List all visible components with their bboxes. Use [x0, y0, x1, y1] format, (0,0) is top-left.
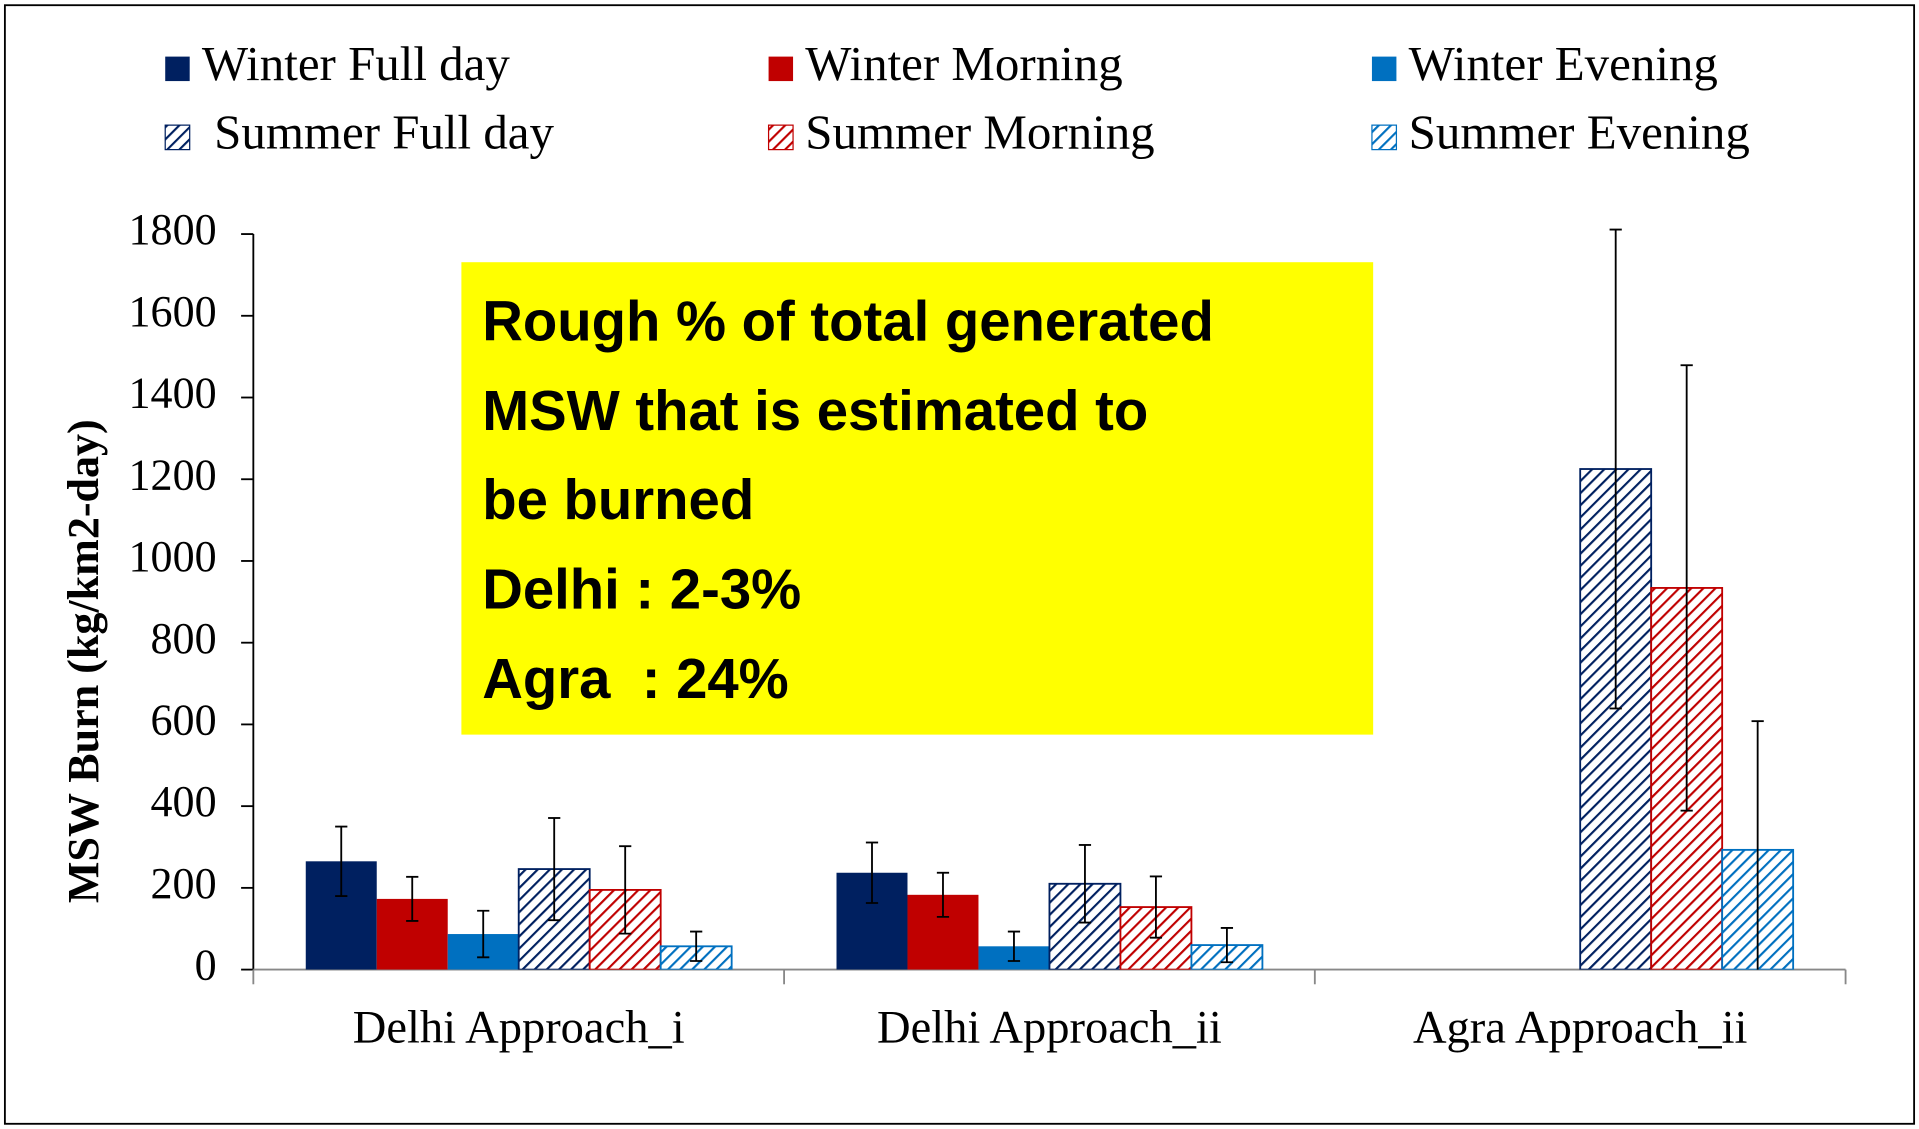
y-tick-label: 0 [195, 941, 217, 990]
legend-swatch [1371, 124, 1398, 151]
annotation-line: Rough % of total generated [482, 290, 1214, 353]
legend-swatch [767, 124, 794, 151]
annotation-line: MSW that is estimated to [482, 379, 1148, 442]
y-tick-label: 1000 [129, 532, 217, 581]
y-tick-label: 1600 [129, 287, 217, 336]
legend-label: Winter Morning [805, 36, 1122, 91]
legend-label: Summer Evening [1409, 105, 1750, 160]
y-tick-label: 1800 [129, 205, 217, 254]
legend-label: Summer Morning [805, 105, 1154, 160]
legend-swatch [164, 124, 191, 151]
annotation-line: be burned [482, 468, 754, 531]
plot-area [305, 228, 1795, 970]
legend-swatch [768, 56, 794, 82]
y-tick-label: 400 [151, 777, 217, 826]
y-tick-label: 600 [151, 696, 217, 745]
legend-label: Winter Evening [1409, 36, 1718, 91]
x-tick-label: Agra Approach_ii [1413, 1003, 1748, 1054]
legend-label: Summer Full day [202, 105, 555, 160]
annotation-line: Agra : 24% [482, 647, 789, 710]
y-tick-label: 800 [151, 614, 217, 663]
y-tick-label: 200 [151, 859, 217, 908]
x-tick-label: Delhi Approach_i [353, 1003, 685, 1054]
legend-swatch [165, 56, 190, 82]
y-axis-title: MSW Burn (kg/km2-day) [59, 419, 108, 903]
y-tick-label: 1400 [129, 369, 217, 418]
legend-swatch [1371, 56, 1397, 82]
legend-label: Winter Full day [202, 36, 510, 91]
y-tick-label: 1200 [129, 450, 217, 499]
annotation-box [461, 262, 1374, 735]
annotation-line: Delhi : 2-3% [482, 558, 801, 621]
x-tick-label: Delhi Approach_ii [877, 1003, 1222, 1054]
